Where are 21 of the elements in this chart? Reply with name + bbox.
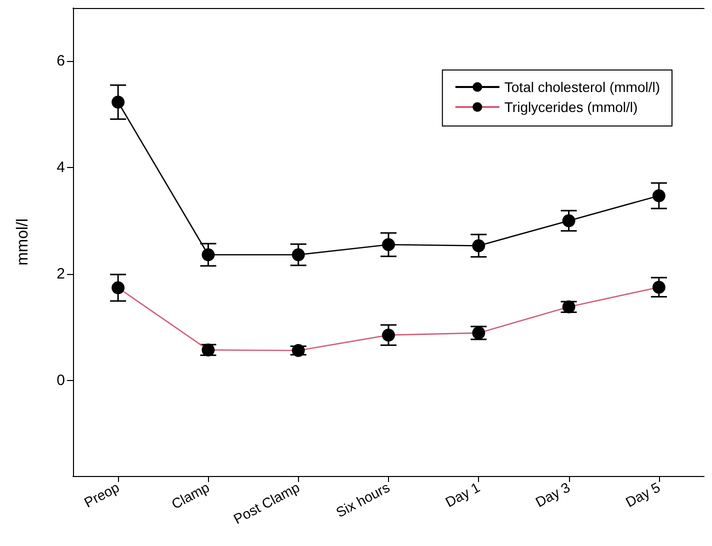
- point: [472, 239, 486, 252]
- x-tick-label: Day 3: [532, 478, 573, 510]
- x-tick-label: Post Clamp: [230, 478, 302, 527]
- y-axis-title: mmol/l: [14, 218, 32, 266]
- point: [112, 96, 125, 109]
- y-tick-label: 6: [56, 52, 65, 70]
- x-tick-label: Clamp: [168, 478, 212, 512]
- y-tick-label: 0: [56, 372, 65, 389]
- y-tick-label: 4: [56, 159, 65, 176]
- point: [382, 238, 395, 252]
- x-tick-label: Six hours: [333, 478, 392, 520]
- x-tick-label: Day 1: [442, 478, 483, 510]
- point: [562, 214, 576, 228]
- point: [292, 248, 305, 262]
- x-tick-label: Preop: [81, 478, 122, 511]
- legend-label: Total cholesterol (mmol/l): [504, 79, 660, 95]
- point: [652, 189, 666, 202]
- y-tick-label: 2: [56, 265, 65, 282]
- point: [202, 248, 215, 262]
- legend-label: Triglycerides (mmol/l): [504, 99, 638, 115]
- x-tick-label: Day 5: [622, 478, 663, 510]
